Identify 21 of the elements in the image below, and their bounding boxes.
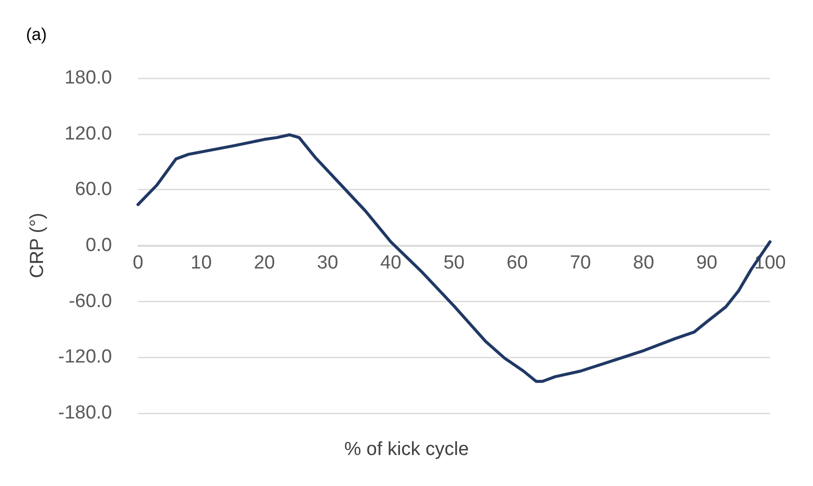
y-tick-label: -60.0 (68, 290, 112, 312)
x-tick-label: 40 (380, 252, 402, 274)
x-tick-label: 90 (696, 252, 718, 274)
x-tick-label: 50 (443, 252, 465, 274)
x-tick-label: 60 (506, 252, 528, 274)
x-tick-label: 100 (754, 252, 786, 274)
x-tick-label: 10 (190, 252, 212, 274)
y-tick-label: 60.0 (75, 179, 112, 200)
text: (a) (26, 25, 47, 44)
x-tick-label: 0 (132, 252, 144, 274)
x-tick-label: 70 (570, 252, 591, 274)
x-tick-label: 80 (633, 252, 654, 274)
y-tick-label: -120.0 (58, 346, 112, 368)
x-axis-title: % of kick cycle (344, 439, 469, 460)
y-tick-label: -180.0 (58, 402, 112, 424)
y-tick-label: 0.0 (86, 235, 112, 256)
y-axis-title: CRP (°) (27, 212, 48, 278)
y-tick-label: 120.0 (64, 123, 112, 144)
x-tick-label: 30 (317, 252, 338, 274)
y-tick-label: 180.0 (64, 68, 112, 88)
x-tick-label: 20 (254, 252, 275, 274)
